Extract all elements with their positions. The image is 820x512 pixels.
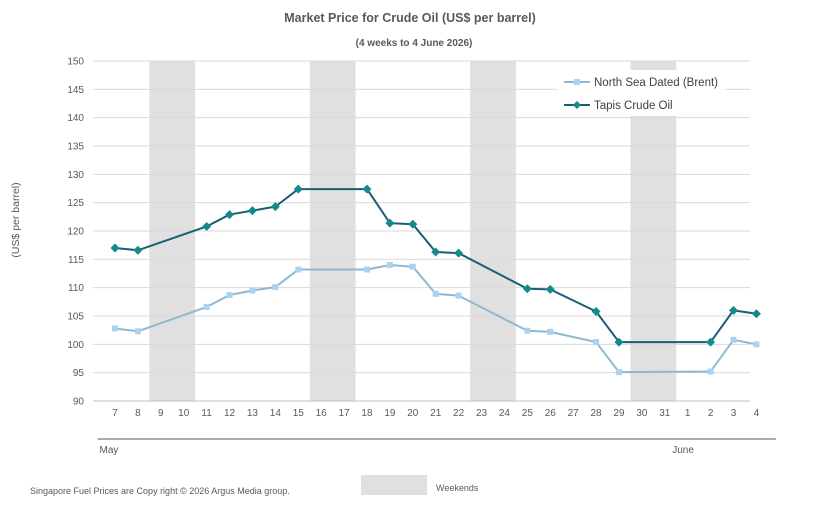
x-tick-label: 26 bbox=[545, 408, 557, 419]
x-tick-labels: 7 8 9 10 11 12 13 14 15 16 17 18 19 20 21 22 23 24 25 26 27 2… bbox=[112, 408, 759, 419]
y-tick-label: 100 bbox=[67, 340, 84, 351]
legend-label-tapis: Tapis Crude Oil bbox=[594, 100, 673, 112]
legend-marker-tapis bbox=[573, 101, 581, 109]
x-tick-label: 17 bbox=[339, 408, 351, 419]
point-tapis bbox=[729, 305, 739, 315]
point-tapis bbox=[225, 210, 235, 220]
copyright-text: Singapore Fuel Prices are Copy right © 2… bbox=[30, 486, 290, 496]
x-tick-label: 8 bbox=[135, 408, 141, 419]
y-tick-label: 125 bbox=[67, 198, 84, 209]
y-tick-label: 95 bbox=[73, 368, 85, 379]
x-tick-label: 30 bbox=[636, 408, 648, 419]
x-tick-label: 9 bbox=[158, 408, 164, 419]
point-tapis bbox=[247, 206, 257, 216]
point-tapis bbox=[545, 284, 555, 294]
point-brent bbox=[615, 369, 622, 376]
point-brent bbox=[203, 303, 210, 310]
point-tapis bbox=[270, 202, 280, 212]
x-tick-label: 10 bbox=[178, 408, 190, 419]
point-brent bbox=[295, 266, 302, 273]
point-brent bbox=[753, 341, 760, 348]
y-tick-label: 90 bbox=[73, 397, 85, 408]
point-brent bbox=[363, 266, 370, 273]
month-axis: May June bbox=[97, 438, 776, 456]
month-label: June bbox=[672, 445, 694, 456]
point-tapis bbox=[706, 337, 716, 347]
x-tick-label: 16 bbox=[316, 408, 328, 419]
y-axis-label: (US$ per barrel) bbox=[10, 182, 22, 257]
month-label: May bbox=[100, 445, 119, 456]
point-tapis bbox=[202, 221, 212, 231]
point-tapis bbox=[362, 184, 372, 194]
x-tick-label: 14 bbox=[270, 408, 282, 419]
x-tick-label: 20 bbox=[407, 408, 419, 419]
point-brent bbox=[432, 290, 439, 297]
point-tapis bbox=[522, 284, 532, 294]
point-tapis bbox=[454, 248, 464, 258]
x-tick-label: 23 bbox=[476, 408, 488, 419]
point-tapis bbox=[408, 219, 418, 229]
point-tapis bbox=[591, 306, 601, 316]
point-brent bbox=[524, 327, 531, 334]
point-tapis bbox=[385, 218, 395, 228]
x-tick-label: 22 bbox=[453, 408, 465, 419]
y-tick-label: 130 bbox=[67, 170, 84, 181]
x-tick-label: 3 bbox=[731, 408, 737, 419]
point-brent bbox=[730, 336, 737, 343]
x-tick-label: 4 bbox=[754, 408, 760, 419]
point-brent bbox=[112, 325, 118, 332]
point-tapis bbox=[293, 184, 303, 194]
y-tick-labels: 90 95 100 105 110 115 120 125 130 135 140 145 150 bbox=[67, 57, 84, 408]
point-brent bbox=[249, 287, 256, 294]
x-tick-label: 15 bbox=[293, 408, 305, 419]
point-tapis bbox=[431, 247, 441, 257]
point-tapis bbox=[751, 309, 761, 319]
point-tapis bbox=[110, 243, 120, 253]
x-tick-label: 27 bbox=[568, 408, 580, 419]
weekends-legend-label: Weekends bbox=[436, 483, 479, 493]
x-tick-label: 28 bbox=[591, 408, 603, 419]
x-tick-label: 18 bbox=[361, 408, 373, 419]
point-brent bbox=[455, 292, 462, 299]
y-tick-label: 145 bbox=[67, 85, 84, 96]
x-tick-label: 31 bbox=[659, 408, 671, 419]
chart-subtitle: (4 weeks to 4 June 2026) bbox=[356, 38, 473, 49]
point-brent bbox=[707, 368, 714, 375]
point-tapis bbox=[133, 245, 143, 255]
x-tick-label: 13 bbox=[247, 408, 259, 419]
x-tick-label: 1 bbox=[685, 408, 691, 419]
x-tick-label: 24 bbox=[499, 408, 511, 419]
point-brent bbox=[547, 328, 554, 335]
x-tick-label: 25 bbox=[522, 408, 534, 419]
x-tick-label: 11 bbox=[201, 408, 212, 419]
series-group bbox=[110, 184, 761, 376]
point-brent bbox=[409, 263, 416, 270]
x-tick-label: 29 bbox=[613, 408, 625, 419]
x-tick-label: 7 bbox=[112, 408, 118, 419]
legend-label-brent: North Sea Dated (Brent) bbox=[594, 77, 718, 89]
point-brent bbox=[593, 339, 600, 346]
point-brent bbox=[272, 284, 279, 291]
legend-marker-brent bbox=[574, 79, 580, 85]
y-tick-label: 105 bbox=[67, 312, 84, 323]
point-brent bbox=[226, 292, 233, 299]
y-tick-label: 110 bbox=[68, 283, 84, 294]
legend: North Sea Dated (Brent) Tapis Crude Oil bbox=[557, 70, 725, 116]
legend-background bbox=[557, 70, 725, 116]
point-brent bbox=[134, 328, 141, 335]
y-tick-label: 115 bbox=[68, 255, 84, 266]
y-tick-label: 135 bbox=[67, 142, 84, 153]
weekends-legend-swatch bbox=[361, 475, 427, 495]
x-tick-label: 2 bbox=[708, 408, 714, 419]
y-tick-label: 150 bbox=[67, 57, 84, 68]
x-tick-label: 21 bbox=[430, 408, 442, 419]
chart-title: Market Price for Crude Oil (US$ per barr… bbox=[284, 11, 535, 25]
x-tick-label: 12 bbox=[224, 408, 236, 419]
y-tick-label: 120 bbox=[67, 227, 84, 238]
point-tapis bbox=[614, 337, 624, 347]
x-tick-label: 19 bbox=[384, 408, 396, 419]
y-tick-label: 140 bbox=[67, 113, 84, 124]
point-brent bbox=[386, 262, 393, 268]
